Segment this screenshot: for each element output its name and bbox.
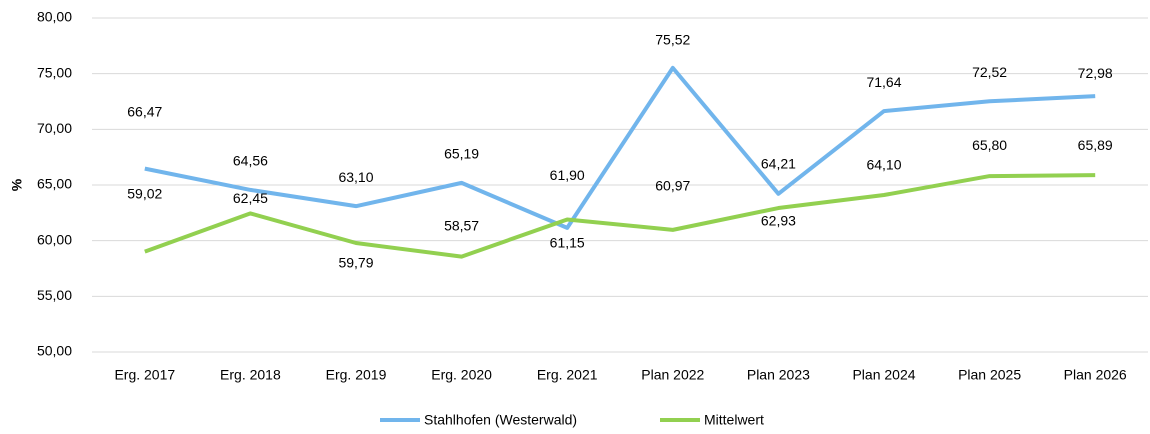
data-label: 75,52 — [655, 32, 690, 48]
x-tick-label: Plan 2025 — [958, 367, 1021, 383]
x-tick-label: Plan 2023 — [747, 367, 810, 383]
data-label: 65,89 — [1078, 137, 1113, 153]
series-line — [144, 65, 1096, 230]
y-tick-label: 60,00 — [37, 231, 72, 247]
legend-label: Stahlhofen (Westerwald) — [424, 412, 577, 428]
x-tick-label: Plan 2022 — [641, 367, 704, 383]
data-label: 64,56 — [233, 153, 268, 169]
data-label: 62,45 — [233, 190, 268, 206]
data-label: 60,97 — [655, 178, 690, 194]
y-tick-label: 55,00 — [37, 287, 72, 303]
x-tick-label: Erg. 2020 — [431, 367, 492, 383]
data-label: 59,02 — [127, 185, 162, 201]
data-label: 65,80 — [972, 137, 1007, 153]
y-tick-label: 75,00 — [37, 64, 72, 80]
data-label: 61,90 — [550, 167, 585, 183]
data-label: 62,93 — [761, 213, 796, 229]
data-label: 65,19 — [444, 146, 479, 162]
y-axis-label: % — [9, 178, 25, 191]
data-label: 58,57 — [444, 217, 479, 233]
x-tick-label: Erg. 2021 — [537, 367, 598, 383]
x-tick-label: Erg. 2017 — [114, 367, 175, 383]
x-tick-label: Erg. 2019 — [326, 367, 387, 383]
x-tick-label: Plan 2026 — [1064, 367, 1127, 383]
data-label: 64,10 — [866, 157, 901, 173]
y-tick-label: 70,00 — [37, 120, 72, 136]
y-tick-label: 65,00 — [37, 176, 72, 192]
data-label: 64,21 — [761, 155, 796, 171]
legend-label: Mittelwert — [704, 412, 764, 428]
y-tick-label: 50,00 — [37, 343, 72, 359]
data-label: 63,10 — [338, 169, 373, 185]
y-tick-label: 80,00 — [37, 9, 72, 25]
data-label: 71,64 — [866, 74, 901, 90]
x-tick-label: Plan 2024 — [852, 367, 915, 383]
x-tick-label: Erg. 2018 — [220, 367, 281, 383]
series-line — [144, 173, 1096, 259]
data-label: 66,47 — [127, 103, 162, 119]
data-label: 72,98 — [1078, 65, 1113, 81]
data-label: 72,52 — [972, 64, 1007, 80]
data-label: 61,15 — [550, 235, 585, 251]
data-label: 59,79 — [338, 255, 373, 271]
